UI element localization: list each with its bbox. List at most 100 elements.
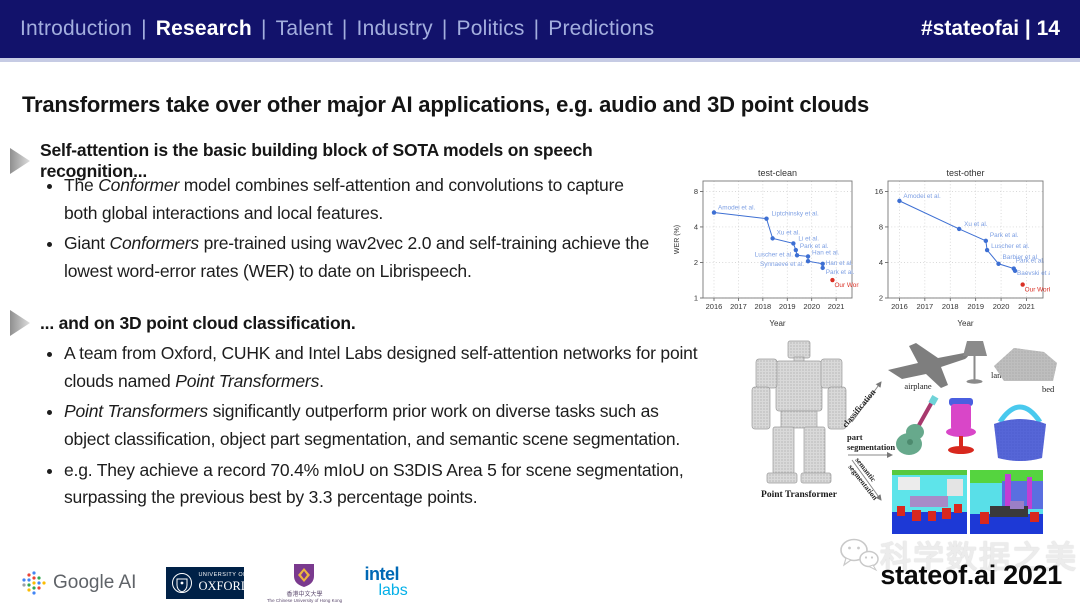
svg-text:8: 8 bbox=[879, 222, 883, 231]
svg-text:4: 4 bbox=[694, 222, 698, 231]
svg-text:Han et al.: Han et al. bbox=[826, 260, 854, 267]
bag-pointcloud-image bbox=[994, 404, 1046, 461]
nav-item-introduction[interactable]: Introduction bbox=[20, 17, 133, 40]
svg-text:Han et al.: Han et al. bbox=[812, 249, 840, 256]
svg-text:Xu et al.: Xu et al. bbox=[964, 221, 988, 228]
wer-charts-panel: 2016 2017 2018 2019 2020 2021 1 2 4 8 test-clean Ye… bbox=[672, 166, 1050, 329]
chart-test-other: 2016 2017 2018 2019 2020 2021 2 4 8 16 test-other Y… bbox=[875, 168, 1050, 328]
svg-text:2021: 2021 bbox=[828, 302, 845, 311]
svg-text:Amodei et al.: Amodei et al. bbox=[718, 205, 756, 212]
nav-item-industry[interactable]: Industry bbox=[356, 17, 433, 40]
bed-pointcloud-image bbox=[994, 348, 1057, 381]
guitar-pointcloud-image bbox=[896, 395, 939, 455]
section-marker-triangle-icon bbox=[10, 148, 30, 174]
google-ai-dots-icon bbox=[22, 570, 46, 595]
svg-text:2020: 2020 bbox=[803, 302, 820, 311]
svg-text:2: 2 bbox=[879, 294, 883, 303]
svg-text:4: 4 bbox=[879, 258, 883, 267]
bullet-item: Point Transformers significantly outperf… bbox=[64, 398, 700, 453]
intel-labs-text: labs bbox=[378, 582, 408, 600]
svg-text:Luscher et al.: Luscher et al. bbox=[991, 243, 1030, 250]
nav-separator: | bbox=[341, 17, 348, 40]
stateofai-brand: stateof.ai 2021 bbox=[880, 560, 1062, 590]
semantic-scene-2-image bbox=[970, 470, 1043, 534]
svg-text:Park et al.: Park et al. bbox=[990, 232, 1019, 239]
svg-text:2: 2 bbox=[694, 258, 698, 267]
svg-text:16: 16 bbox=[875, 187, 883, 196]
intel-labs-logo: intel labs bbox=[364, 565, 408, 600]
section-header-text: ... and on 3D point cloud classification… bbox=[40, 312, 356, 333]
oxford-crest-icon bbox=[172, 572, 193, 593]
svg-text:Our Work: Our Work bbox=[834, 282, 859, 289]
bullet-item: The Conformer model combines self-attent… bbox=[64, 172, 658, 227]
svg-text:Year: Year bbox=[957, 319, 974, 328]
partner-logos: Google AI UNIVERSITY OF OXFORD 香港中文大學 Th… bbox=[20, 562, 408, 603]
nav-item-research[interactable]: Research bbox=[155, 17, 252, 40]
svg-text:2019: 2019 bbox=[967, 302, 984, 311]
svg-text:Xu et al.: Xu et al. bbox=[777, 229, 801, 236]
svg-text:Li et al.: Li et al. bbox=[798, 235, 819, 242]
section-header-text: Self-attention is the basic building blo… bbox=[40, 140, 593, 181]
bullet-list-speech: The Conformer model combines self-attent… bbox=[40, 172, 658, 289]
classification-arrow bbox=[851, 381, 882, 423]
nav-item-predictions[interactable]: Predictions bbox=[548, 17, 655, 40]
nav-item-politics[interactable]: Politics bbox=[456, 17, 525, 40]
svg-text:2019: 2019 bbox=[779, 302, 796, 311]
cuhk-text-cn: 香港中文大學 bbox=[286, 592, 323, 598]
nav-separator: | bbox=[533, 17, 540, 40]
watermark: 科学数据之美 bbox=[838, 532, 1078, 577]
cuhk-logo: 香港中文大學 The Chinese University of Hong Ko… bbox=[267, 562, 342, 603]
svg-text:2016: 2016 bbox=[706, 302, 723, 311]
nav-item-talent[interactable]: Talent bbox=[275, 17, 333, 40]
svg-text:test-clean: test-clean bbox=[758, 168, 797, 178]
svg-text:Park et al.: Park et al. bbox=[800, 243, 829, 250]
oxford-text-bottom: OXFORD bbox=[198, 578, 250, 593]
svg-text:Synnaeve et al.: Synnaeve et al. bbox=[760, 261, 804, 268]
svg-text:8: 8 bbox=[694, 187, 698, 196]
airplane-pointcloud-image bbox=[888, 343, 969, 388]
svg-text:2018: 2018 bbox=[942, 302, 959, 311]
chart-test-clean: 2016 2017 2018 2019 2020 2021 1 2 4 8 test-clean Ye… bbox=[674, 168, 859, 328]
svg-text:WER (%): WER (%) bbox=[674, 225, 681, 254]
part-segmentation-label-line2: segmentation bbox=[847, 442, 895, 452]
watermark-text: 科学数据之美 bbox=[880, 540, 1078, 575]
nav-separator: | bbox=[141, 17, 147, 40]
svg-text:Year: Year bbox=[769, 319, 786, 328]
nav-menu: Introduction | Research | Talent | Industry | Po… bbox=[20, 17, 654, 41]
svg-text:Luscher et al.: Luscher et al. bbox=[755, 251, 794, 258]
oxford-logo: UNIVERSITY OF OXFORD bbox=[166, 566, 250, 599]
nav-separator: | bbox=[260, 17, 267, 40]
svg-text:test-other: test-other bbox=[946, 168, 984, 178]
lamp-label: lamp bbox=[991, 370, 1008, 380]
svg-text:Barbier et al.: Barbier et al. bbox=[1003, 254, 1039, 261]
wechat-icon bbox=[840, 538, 879, 571]
svg-text:2018: 2018 bbox=[755, 302, 772, 311]
svg-text:Park et al.: Park et al. bbox=[1016, 258, 1045, 265]
lamp-pointcloud-image bbox=[963, 341, 987, 384]
svg-text:2020: 2020 bbox=[993, 302, 1010, 311]
svg-text:Our Work: Our Work bbox=[1025, 287, 1050, 294]
airplane-label: airplane bbox=[904, 381, 932, 391]
svg-text:2021: 2021 bbox=[1018, 302, 1035, 311]
chair-pointcloud-image bbox=[946, 398, 976, 454]
nav-separator: | bbox=[441, 17, 448, 40]
robot-pointcloud-image bbox=[751, 340, 847, 484]
semantic-segmentation-arrow bbox=[851, 459, 882, 501]
oxford-wordmark: UNIVERSITY OF OXFORD bbox=[198, 572, 250, 593]
svg-text:2017: 2017 bbox=[730, 302, 747, 311]
section-header-pointcloud: ... and on 3D point cloud classification… bbox=[8, 310, 658, 336]
google-ai-logo: Google AI bbox=[20, 570, 136, 596]
cuhk-text-en: The Chinese University of Hong Kong bbox=[266, 598, 343, 603]
svg-text:2016: 2016 bbox=[891, 302, 908, 311]
section-marker-triangle-icon bbox=[10, 310, 30, 336]
bullet-item: e.g. They achieve a record 70.4% mIoU on… bbox=[64, 457, 700, 512]
svg-text:Baevski et al: Baevski et al bbox=[1017, 270, 1050, 277]
svg-text:Park et al.: Park et al. bbox=[826, 269, 855, 276]
point-transformer-figure: Point Transformer classification part se… bbox=[751, 340, 1057, 534]
hashtag-page-number: #stateofai | 14 bbox=[921, 17, 1060, 40]
semantic-scene-1-image bbox=[892, 470, 967, 534]
google-ai-wordmark: Google AI bbox=[53, 571, 137, 593]
bullet-list-pointcloud: A team from Oxford, CUHK and Intel Labs … bbox=[40, 340, 700, 515]
bed-label: bed bbox=[1042, 384, 1055, 394]
